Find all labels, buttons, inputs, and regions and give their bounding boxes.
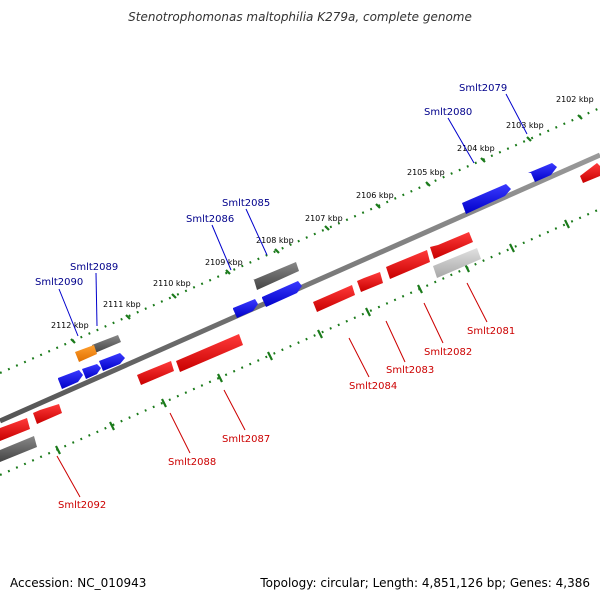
ruler-label: 2112 kbp (51, 321, 89, 330)
gene-label[interactable]: Smlt2085 (222, 198, 270, 209)
gene-arrow[interactable] (528, 163, 557, 182)
gene-arrow[interactable] (0, 418, 30, 441)
ruler-label: 2103 kbp (506, 121, 544, 130)
gene-arrow[interactable] (92, 335, 121, 353)
gene-label[interactable]: Smlt2092 (58, 500, 106, 511)
gene-arrow[interactable] (357, 272, 383, 292)
ruler-label: 2111 kbp (103, 300, 141, 309)
gene-arrow[interactable] (99, 353, 125, 371)
gene-label[interactable]: Smlt2080 (424, 107, 472, 118)
gene-arrow[interactable] (313, 285, 355, 312)
gene-arrow[interactable] (386, 250, 430, 279)
gene-label[interactable]: Smlt2079 (459, 83, 507, 94)
gene-label[interactable]: Smlt2086 (186, 214, 234, 225)
gene-arrow[interactable] (262, 281, 302, 307)
gene-label[interactable]: Smlt2083 (386, 365, 434, 376)
ruler-label: 2109 kbp (205, 258, 243, 267)
ruler-label: 2110 kbp (153, 279, 191, 288)
ruler-label: 2102 kbp (556, 95, 594, 104)
ruler-labels: 2102 kbp 2103 kbp 2104 kbp 2105 kbp 2106… (51, 95, 594, 330)
gene-arrow[interactable] (233, 299, 258, 318)
gene-label[interactable]: Smlt2084 (349, 381, 397, 392)
gene-label[interactable]: Smlt2081 (467, 326, 515, 337)
upper-ruler (0, 106, 600, 375)
gene-label[interactable]: Smlt2087 (222, 434, 270, 445)
ruler-label: 2106 kbp (356, 191, 394, 200)
gene-arrow[interactable] (33, 404, 62, 424)
gene-label[interactable]: Smlt2090 (35, 277, 83, 288)
topology-text: Topology: circular; Length: 4,851,126 bp… (260, 576, 590, 590)
ruler-label: 2105 kbp (407, 168, 445, 177)
ruler-label: 2104 kbp (457, 144, 495, 153)
ruler-label: 2108 kbp (256, 236, 294, 245)
gene-label[interactable]: Smlt2088 (168, 457, 216, 468)
gene-arrow[interactable] (137, 361, 174, 385)
lower-gene-track (0, 232, 481, 462)
genome-title: Stenotrophomonas maltophilia K279a, comp… (128, 10, 472, 24)
reverse-gene-labels: Smlt2081 Smlt2082 Smlt2083 Smlt2084 Smlt… (56, 282, 515, 511)
gene-arrow[interactable] (0, 436, 37, 462)
gene-label[interactable]: Smlt2082 (424, 347, 472, 358)
ruler-label: 2107 kbp (305, 214, 343, 223)
gene-arrow[interactable] (75, 345, 97, 362)
gene-arrow[interactable] (176, 334, 243, 372)
gene-arrow[interactable] (58, 370, 83, 389)
gene-arrow[interactable] (253, 262, 299, 290)
gene-label[interactable]: Smlt2089 (70, 262, 118, 273)
lower-ruler (0, 207, 600, 477)
gene-arrow[interactable] (580, 163, 600, 183)
forward-gene-labels: Smlt2079 Smlt2080 Smlt2085 Smlt2086 Smlt… (35, 83, 528, 337)
gene-arrow[interactable] (430, 232, 473, 259)
gene-arrow[interactable] (433, 248, 481, 278)
gene-arrow[interactable] (82, 364, 101, 379)
upper-gene-track (58, 163, 600, 389)
accession-text: Accession: NC_010943 (10, 576, 147, 590)
gene-arrow[interactable] (462, 184, 511, 214)
